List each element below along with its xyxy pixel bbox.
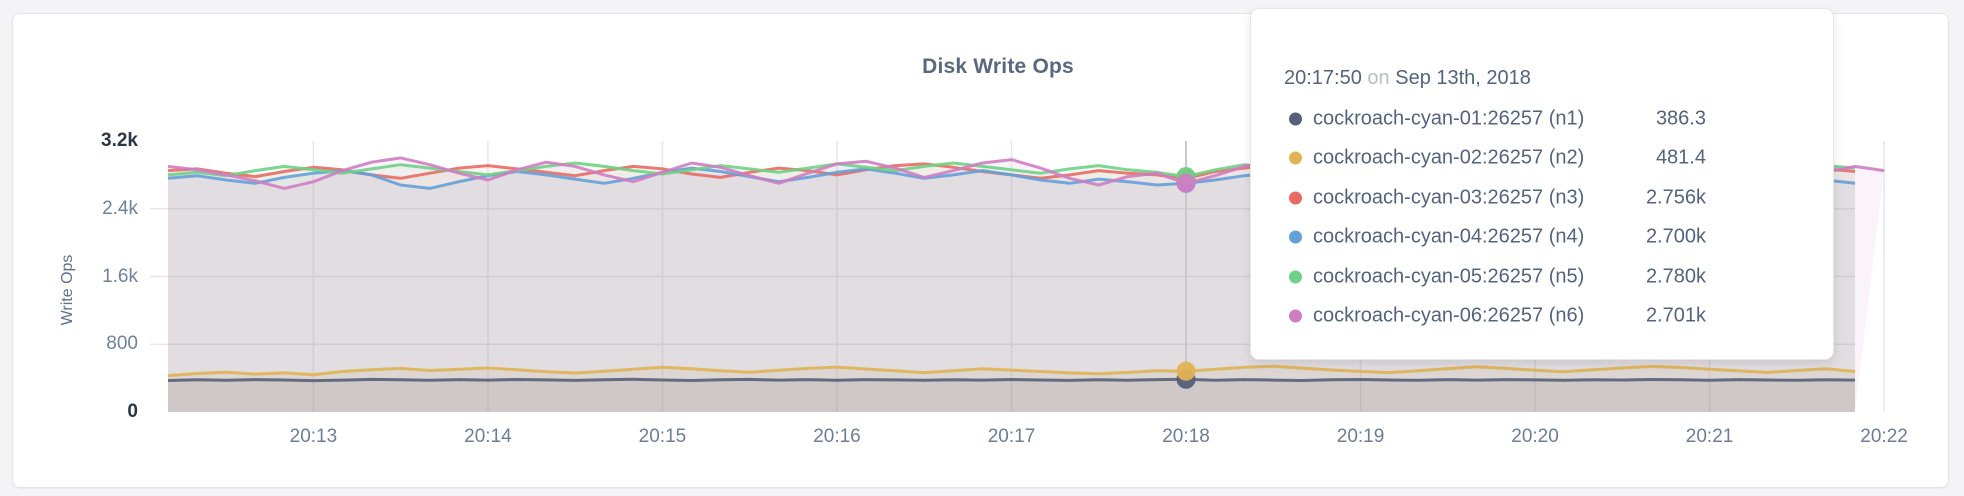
tooltip-row: cockroach-cyan-03:26257 (n3) 2.756k <box>1251 178 1833 218</box>
hover-tooltip: 20:17:50 on Sep 13th, 2018 cockroach-cya… <box>1250 8 1834 360</box>
tooltip-series-name: cockroach-cyan-03:26257 (n3) <box>1313 186 1585 209</box>
y-tick-label: 2.4k <box>102 197 138 219</box>
series-color-dot-icon <box>1289 151 1302 165</box>
x-tick-label: 20:19 <box>1336 426 1385 447</box>
tooltip-series-name: cockroach-cyan-06:26257 (n6) <box>1313 304 1585 327</box>
series-color-dot-icon <box>1289 112 1302 126</box>
tooltip-row: cockroach-cyan-05:26257 (n5) 2.780k <box>1251 257 1833 297</box>
tooltip-row: cockroach-cyan-04:26257 (n4) 2.700k <box>1251 218 1833 258</box>
x-tick-label: 20:14 <box>464 426 512 447</box>
series-color-dot-icon <box>1289 191 1302 205</box>
tooltip-rows: cockroach-cyan-01:26257 (n1) 386.3 cockroa… <box>1251 99 1833 336</box>
tooltip-series-name: cockroach-cyan-01:26257 (n1) <box>1313 107 1585 130</box>
tooltip-series-value: 2.700k <box>1645 225 1706 248</box>
tooltip-series-value: 2.756k <box>1645 186 1706 209</box>
y-tick-label: 800 <box>106 333 138 355</box>
series-line <box>167 364 1856 378</box>
tooltip-series-name: cockroach-cyan-04:26257 (n4) <box>1313 225 1585 248</box>
x-tick-label: 20:15 <box>638 426 687 447</box>
hover-point <box>1176 361 1196 381</box>
tooltip-time: 20:17:50 <box>1284 67 1362 89</box>
series-area <box>168 366 1855 412</box>
tooltip-series-value: 2.780k <box>1645 265 1706 288</box>
tooltip-series-value: 481.4 <box>1655 146 1706 169</box>
hover-point <box>1176 173 1196 193</box>
x-tick-label: 20:20 <box>1511 426 1559 447</box>
series-color-dot-icon <box>1289 270 1302 284</box>
x-tick-label: 20:16 <box>813 426 861 447</box>
series-color-dot-icon <box>1289 230 1302 244</box>
x-tick-label: 20:13 <box>289 426 338 447</box>
tooltip-series-name: cockroach-cyan-02:26257 (n2) <box>1313 146 1585 169</box>
tooltip-title: 20:17:50 on Sep 13th, 2018 <box>1284 67 1531 90</box>
y-tick-label: 1.6k <box>102 265 138 287</box>
y-tick-label: 0 <box>127 401 138 422</box>
x-tick-label: 20:17 <box>987 426 1036 447</box>
series-color-dot-icon <box>1289 309 1302 323</box>
tooltip-series-name: cockroach-cyan-05:26257 (n5) <box>1313 265 1585 288</box>
chart-title: Disk Write Ops <box>922 55 1074 78</box>
series-line <box>167 377 1856 383</box>
tooltip-date: Sep 13th, 2018 <box>1395 67 1531 89</box>
tooltip-conjunction: on <box>1367 67 1390 89</box>
tooltip-row: cockroach-cyan-01:26257 (n1) 386.3 <box>1251 99 1833 139</box>
y-tick-label: 3.2k <box>101 130 138 151</box>
tooltip-row: cockroach-cyan-02:26257 (n2) 481.4 <box>1251 139 1833 179</box>
tooltip-row: cockroach-cyan-06:26257 (n6) 2.701k <box>1251 297 1833 337</box>
tooltip-series-value: 2.701k <box>1645 304 1706 327</box>
series-area <box>168 379 1855 412</box>
x-tick-label: 20:22 <box>1860 426 1908 447</box>
tooltip-series-value: 386.3 <box>1655 107 1706 130</box>
x-tick-label: 20:21 <box>1685 426 1734 447</box>
x-tick-label: 20:18 <box>1162 426 1210 447</box>
